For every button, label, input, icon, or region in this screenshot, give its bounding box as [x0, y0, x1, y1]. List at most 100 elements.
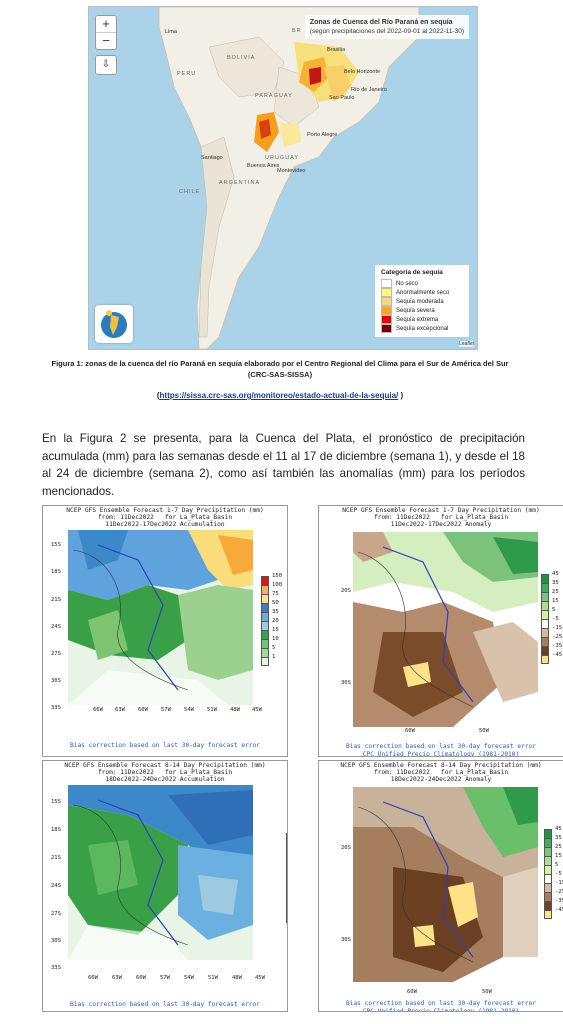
map-subtitle: (según precipitaciones del 2022-09-01 al… [309, 28, 464, 35]
colorbar-tick-label: 100 [272, 582, 283, 588]
colorbar-tick-label: 15 [555, 853, 562, 859]
lon-label: 63W [112, 975, 122, 981]
colorbar-swatch [541, 574, 549, 583]
colorbar-labels: 45 35 25 15 5 -5 -15 -25 -35 -45 [552, 570, 562, 660]
colorbar-swatch [286, 869, 287, 878]
colorbar-tick-label: -5 [555, 871, 562, 877]
place-label: Brasilia [327, 47, 346, 53]
colorbar-tick-label: 5 [555, 862, 559, 868]
country-label: PARAGUAY [255, 93, 293, 99]
south-america-map-graphic [89, 7, 477, 349]
colorbar-tick-label: 45 [552, 571, 559, 577]
colorbar-swatch [286, 896, 287, 905]
anomaly-map-graphic [353, 532, 538, 727]
colorbar-tick-label: 5 [272, 645, 276, 651]
colorbar-tick-label: 35 [555, 835, 562, 841]
forecast-panel-week2-anomaly: NCEP GFS Ensemble Forecast 8-14 Day Prec… [318, 760, 563, 1012]
map-title: Zonas de Cuenca del Río Paraná en sequía [309, 19, 453, 26]
figure-caption: Figura 1: zonas de la cuenca del río Par… [51, 359, 509, 379]
colorbar-tick-label: 15 [272, 627, 279, 633]
colorbar-tick-label: 45 [555, 826, 562, 832]
colorbar [286, 833, 287, 923]
colorbar-swatch [544, 883, 552, 892]
colorbar-swatch [544, 874, 552, 883]
lat-label: 24S [51, 883, 61, 889]
drought-legend: Categoría de sequía No seco Anormalmente… [375, 265, 469, 337]
lon-label: 57W [160, 975, 170, 981]
place-label: Lima [165, 29, 177, 35]
colorbar-tick-label: -45 [555, 907, 563, 913]
colorbar-swatch [286, 851, 287, 860]
legend-item: Sequía extrema [381, 315, 463, 324]
legend-swatch [381, 297, 392, 306]
legend-title: Categoría de sequía [381, 269, 443, 276]
lon-label: 50W [482, 989, 492, 995]
sissa-link[interactable]: https://sissa.crc-sas.org/monitoreo/esta… [159, 391, 399, 400]
colorbar-swatch [261, 630, 269, 639]
lon-label: 51W [208, 975, 218, 981]
link-open-paren: ( [156, 391, 160, 400]
colorbar-swatch [286, 833, 287, 842]
colorbar-swatch [261, 585, 269, 594]
lon-label: 57W [161, 707, 171, 713]
colorbar-tick-label: -25 [555, 889, 563, 895]
panel-title: NCEP GFS Ensemble Forecast 1-7 Day Preci… [342, 507, 540, 529]
colorbar-tick-label: -35 [552, 643, 563, 649]
anomaly-map-graphic [353, 787, 538, 982]
colorbar-swatch [261, 639, 269, 648]
lat-label: 18S [51, 827, 61, 833]
country-label: CHILE [179, 189, 201, 195]
colorbar-tick-label: -35 [555, 898, 563, 904]
panel-footer: Bias correction based on last 30-day for… [70, 1001, 260, 1008]
legend-item: Anormalmente seco [381, 288, 463, 297]
lat-label: 27S [51, 651, 61, 657]
lat-label: 30S [341, 937, 351, 943]
drought-map[interactable]: + − ⇩ Lima BOLIVIA PARAGUAY Brasilia Bel… [88, 6, 478, 350]
legend-label: Sequía severa [396, 307, 435, 314]
download-button[interactable]: ⇩ [95, 55, 117, 75]
colorbar-swatch [541, 610, 549, 619]
colorbar-tick-label: 150 [272, 573, 283, 579]
place-label: Río de Janeiro [351, 87, 387, 93]
colorbar-tick-label: 50 [272, 600, 279, 606]
lon-label: 66W [88, 975, 98, 981]
lat-label: 30S [341, 680, 351, 686]
colorbar-swatch [541, 637, 549, 646]
colorbar-swatch [261, 603, 269, 612]
lat-label: 27S [51, 911, 61, 917]
lat-label: 15S [51, 799, 61, 805]
colorbar-swatch [544, 856, 552, 865]
place-label: Montevideo [277, 168, 306, 174]
colorbar [544, 829, 552, 919]
colorbar-swatch [544, 910, 552, 919]
legend-item: No seco [381, 279, 463, 288]
colorbar-labels: 45 35 25 15 5 -5 -15 -25 -35 -45 [555, 825, 563, 915]
zoom-out-button[interactable]: − [102, 33, 110, 48]
legend-label: Sequía excepcional [396, 325, 449, 332]
lat-label: 20S [341, 845, 351, 851]
lon-label: 54W [184, 975, 194, 981]
colorbar-tick-label: 35 [552, 580, 559, 586]
colorbar-tick-label: -45 [552, 652, 563, 658]
colorbar-swatch [544, 901, 552, 910]
colorbar-tick-label: 15 [552, 598, 559, 604]
lon-label: 66W [93, 707, 103, 713]
colorbar-swatch [261, 594, 269, 603]
colorbar-swatch [544, 838, 552, 847]
colorbar-swatch [286, 878, 287, 887]
colorbar-tick-label: 75 [272, 591, 279, 597]
legend-swatch [381, 315, 392, 324]
zoom-control: + − [95, 15, 117, 50]
place-label: Santiago [201, 155, 223, 161]
zoom-in-button[interactable]: + [96, 16, 116, 33]
lon-label: 60W [405, 728, 415, 734]
panel-title: NCEP GFS Ensemble Forecast 8-14 Day Prec… [64, 762, 266, 784]
colorbar-swatch [541, 601, 549, 610]
lon-label: 60W [407, 989, 417, 995]
country-label: URUGUAY [265, 155, 300, 161]
lat-label: 33S [51, 965, 61, 971]
leaflet-attribution[interactable]: Leaflet [458, 341, 474, 347]
crc-sas-logo [95, 305, 133, 343]
lat-label: 21S [51, 855, 61, 861]
colorbar-swatch [261, 657, 269, 666]
